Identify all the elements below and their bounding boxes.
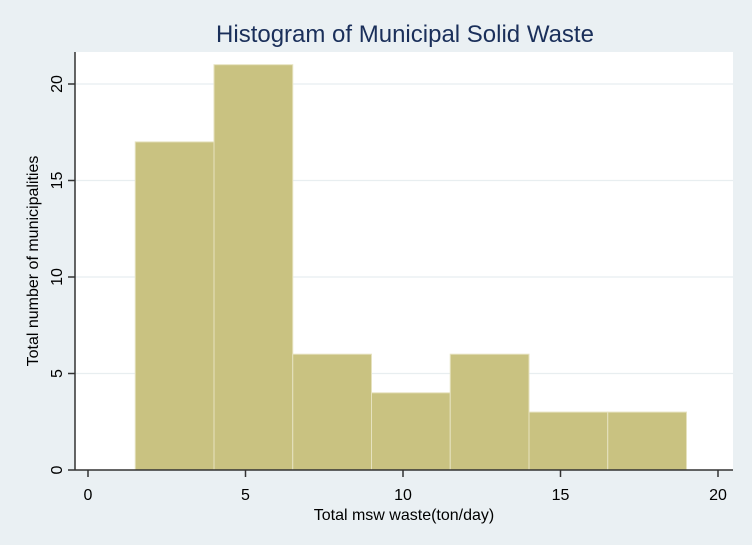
x-tick-label: 10: [394, 487, 412, 504]
histogram-bar: [607, 411, 687, 471]
axes: 0 5 10 15 20 0 5 10 15 20: [49, 52, 733, 504]
x-tick-label: 0: [84, 487, 93, 504]
histogram-bar: [528, 411, 609, 471]
y-tick-label: 0: [49, 465, 66, 474]
x-tick-label: 20: [709, 487, 727, 504]
histogram-bar: [371, 392, 451, 471]
x-axis-label: Total msw waste(ton/day): [314, 507, 495, 524]
histogram-bar: [292, 353, 372, 471]
x-tick-label: 15: [552, 487, 570, 504]
histogram-bar: [449, 353, 530, 471]
x-tick-label: 5: [241, 487, 250, 504]
y-axis-label: Total number of municipalities: [25, 156, 42, 367]
y-tick-label: 20: [49, 75, 66, 93]
y-tick-label: 5: [49, 369, 66, 378]
chart-title: Histogram of Municipal Solid Waste: [216, 21, 594, 48]
histogram-bar: [134, 141, 215, 471]
y-tick-label: 10: [49, 268, 66, 286]
histogram-bar: [213, 64, 294, 471]
y-tick-label: 15: [49, 172, 66, 190]
bars: [134, 64, 687, 471]
